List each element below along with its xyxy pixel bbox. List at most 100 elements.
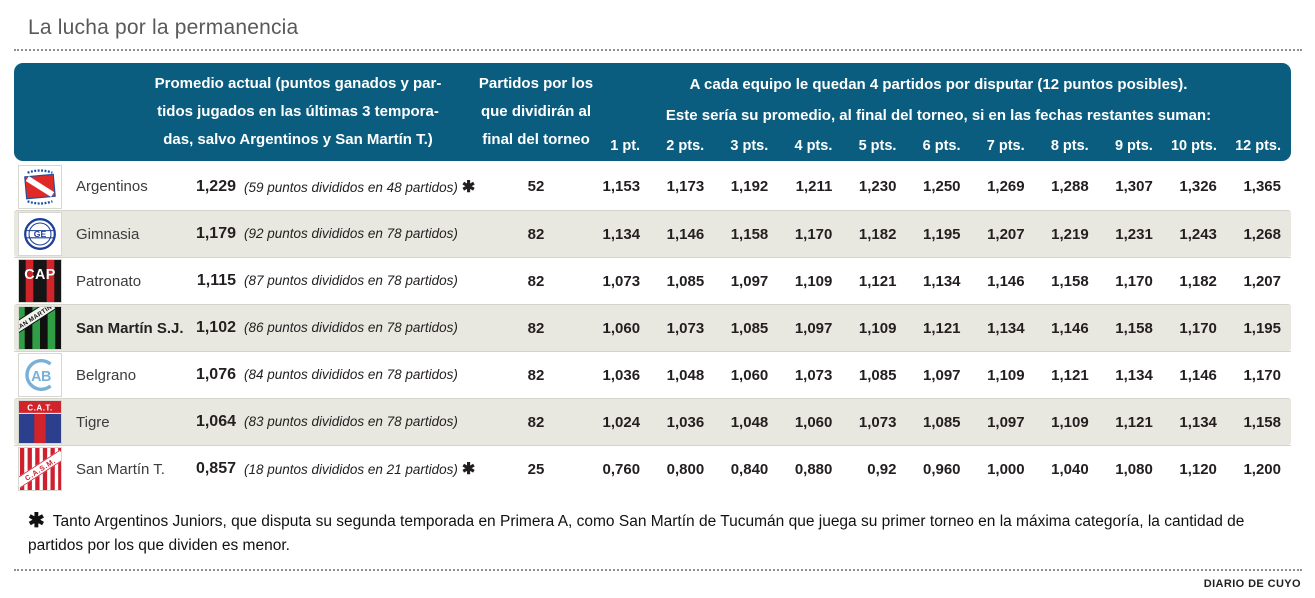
partidos-count: 82 xyxy=(527,225,545,243)
team-name: Belgrano xyxy=(76,366,137,384)
projected-average-value: 1,250 xyxy=(922,178,961,195)
projected-average-value: 1,207 xyxy=(1243,272,1281,290)
points-column-header: 7 pts. xyxy=(986,138,1025,154)
projected-average-value: 0,840 xyxy=(730,460,769,478)
projected-average-value: 1,121 xyxy=(1051,366,1089,384)
projected-average-value: 1,195 xyxy=(1243,319,1281,337)
projected-average-value: 1,146 xyxy=(666,225,705,243)
projected-average-value: 1,085 xyxy=(858,366,897,384)
projected-average-value: 1,060 xyxy=(794,413,833,431)
projected-average-value: 1,288 xyxy=(1051,178,1089,195)
average-note: (83 puntos divididos en 78 partidos) xyxy=(236,413,486,431)
header-partidos-line: Partidos por los xyxy=(478,75,594,92)
projected-average-value: 1,073 xyxy=(666,319,705,337)
projected-average-value: 1,048 xyxy=(666,366,705,384)
projected-average-value: 1,040 xyxy=(1051,460,1089,478)
projected-average-value: 1,269 xyxy=(987,178,1025,195)
points-column-header: 12 pts. xyxy=(1235,138,1281,154)
partidos-count: 52 xyxy=(527,178,545,195)
projected-average-value: 1,170 xyxy=(1179,319,1217,337)
team-row-gimnasia: GE Gimnasia 1,179 (92 puntos divididos e… xyxy=(14,210,1291,257)
team-row-san-martin-sj: SAN MARTÍN San Martín S.J. 1,102 (86 pun… xyxy=(14,304,1291,351)
projected-average-value: 1,060 xyxy=(730,366,769,384)
belgrano-monogram: AB xyxy=(31,369,51,385)
projected-average-value: 1,109 xyxy=(858,319,897,337)
projected-average-value: 1,195 xyxy=(922,225,961,243)
projected-average-value: 1,073 xyxy=(794,366,833,384)
projected-average-value: 1,192 xyxy=(730,178,769,195)
points-column-header: 9 pts. xyxy=(1114,138,1153,154)
projected-average-value: 0,880 xyxy=(794,460,833,478)
team-row-belgrano: AB Belgrano 1,076 (84 puntos divididos e… xyxy=(14,351,1291,398)
header-current-average: Promedio actual (puntos ganados y par- t… xyxy=(14,63,486,161)
average-note-text: (86 puntos divididos en 78 partidos) xyxy=(244,320,458,335)
projected-average-value: 1,134 xyxy=(1115,366,1153,384)
average-note: (87 puntos divididos en 78 partidos) xyxy=(236,272,486,290)
header-projection: A cada equipo le quedan 4 partidos por d… xyxy=(586,63,1291,161)
team-name: Argentinos xyxy=(76,178,148,195)
team-crest: CAP xyxy=(14,259,66,303)
projected-average-value: 1,120 xyxy=(1179,460,1217,478)
projected-average-value: 1,307 xyxy=(1115,178,1153,195)
projected-average-value: 1,146 xyxy=(1179,366,1217,384)
projected-average-value: 1,036 xyxy=(666,413,705,431)
current-average: 1,076 xyxy=(195,366,236,383)
projected-average-value: 1,109 xyxy=(1051,413,1089,431)
projected-average-value: 1,109 xyxy=(987,366,1025,384)
projected-average-value: 1,158 xyxy=(1051,272,1089,290)
points-column-header: 2 pts. xyxy=(666,138,705,154)
projected-average-value: 1,085 xyxy=(666,272,705,290)
projected-average-value: 1,219 xyxy=(1051,225,1089,243)
projected-average-value: 1,097 xyxy=(987,413,1025,431)
page-title: La lucha por la permanencia xyxy=(28,16,299,39)
average-note: (92 puntos divididos en 78 partidos) xyxy=(236,225,486,243)
points-column-header: 1 pt. xyxy=(610,138,641,154)
san-martin-t-crest-icon: C.A.S.M. xyxy=(18,447,62,491)
projected-average-value: 1,085 xyxy=(922,413,961,431)
header-partidos-line: que dividirán al xyxy=(480,103,592,120)
partidos-count: 82 xyxy=(527,366,545,384)
team-row-argentinos: Argentinos 1,229 (59 puntos divididos en… xyxy=(14,163,1291,210)
projected-average-value: 1,170 xyxy=(1115,272,1153,290)
top-dotted-rule xyxy=(14,49,1302,51)
points-column-header: 6 pts. xyxy=(922,138,961,154)
projected-averages: 1,060 1,073 1,085 1,097 1,109 1,121 1,134 1,146… xyxy=(586,320,1291,337)
bottom-dotted-rule xyxy=(14,569,1302,572)
san-martin-sj-crest-icon: SAN MARTÍN xyxy=(18,306,62,350)
projected-average-value: 1,182 xyxy=(1179,272,1217,290)
projected-average-value: 0,92 xyxy=(867,460,897,478)
partidos-count: 25 xyxy=(527,460,545,478)
projected-average-value: 1,158 xyxy=(1115,319,1153,337)
projected-average-value: 1,134 xyxy=(1179,413,1217,431)
projected-average-value: 1,097 xyxy=(794,319,833,337)
points-column-header: 3 pts. xyxy=(730,138,769,154)
team-name: San Martín T. xyxy=(76,460,165,478)
average-note-text: (18 puntos divididos en 21 partidos) xyxy=(244,462,458,477)
tigre-initials: C.A.T. xyxy=(27,404,52,413)
points-column-header: 10 pts. xyxy=(1170,138,1217,154)
projected-average-value: 1,365 xyxy=(1243,178,1281,195)
projected-average-value: 1,134 xyxy=(922,272,961,290)
projected-average-value: 1,158 xyxy=(1243,413,1281,431)
average-note-text: (59 puntos divididos en 48 partidos) xyxy=(244,179,458,195)
projected-averages: 1,073 1,085 1,097 1,109 1,121 1,134 1,146 1,158… xyxy=(586,273,1291,290)
current-average: 1,115 xyxy=(196,272,236,289)
projected-average-value: 1,173 xyxy=(666,178,705,195)
points-column-header: 8 pts. xyxy=(1050,138,1089,154)
projected-average-value: 1,182 xyxy=(858,225,897,243)
average-note-text: (87 puntos divididos en 78 partidos) xyxy=(244,273,458,288)
tigre-crest-icon: C.A.T. xyxy=(18,400,62,444)
average-note: (59 puntos divididos en 48 partidos) ✱ xyxy=(236,177,486,197)
header-projection-line1: A cada equipo le quedan 4 partidos por d… xyxy=(689,76,1188,93)
projected-average-value: 1,121 xyxy=(922,319,961,337)
projected-average-value: 0,960 xyxy=(922,460,961,478)
team-row-tigre: C.A.T. Tigre 1,064 (83 puntos divididos … xyxy=(14,398,1291,445)
projected-average-value: 1,268 xyxy=(1243,225,1281,243)
projected-average-value: 1,024 xyxy=(602,413,641,431)
projected-average-value: 1,146 xyxy=(987,272,1025,290)
footnote-text: Tanto Argentinos Juniors, que disputa su… xyxy=(28,513,1245,555)
projected-average-value: 1,121 xyxy=(858,272,897,290)
projected-average-value: 1,211 xyxy=(795,178,833,195)
projected-average-value: 1,036 xyxy=(602,366,641,384)
team-name: Tigre xyxy=(76,413,110,431)
